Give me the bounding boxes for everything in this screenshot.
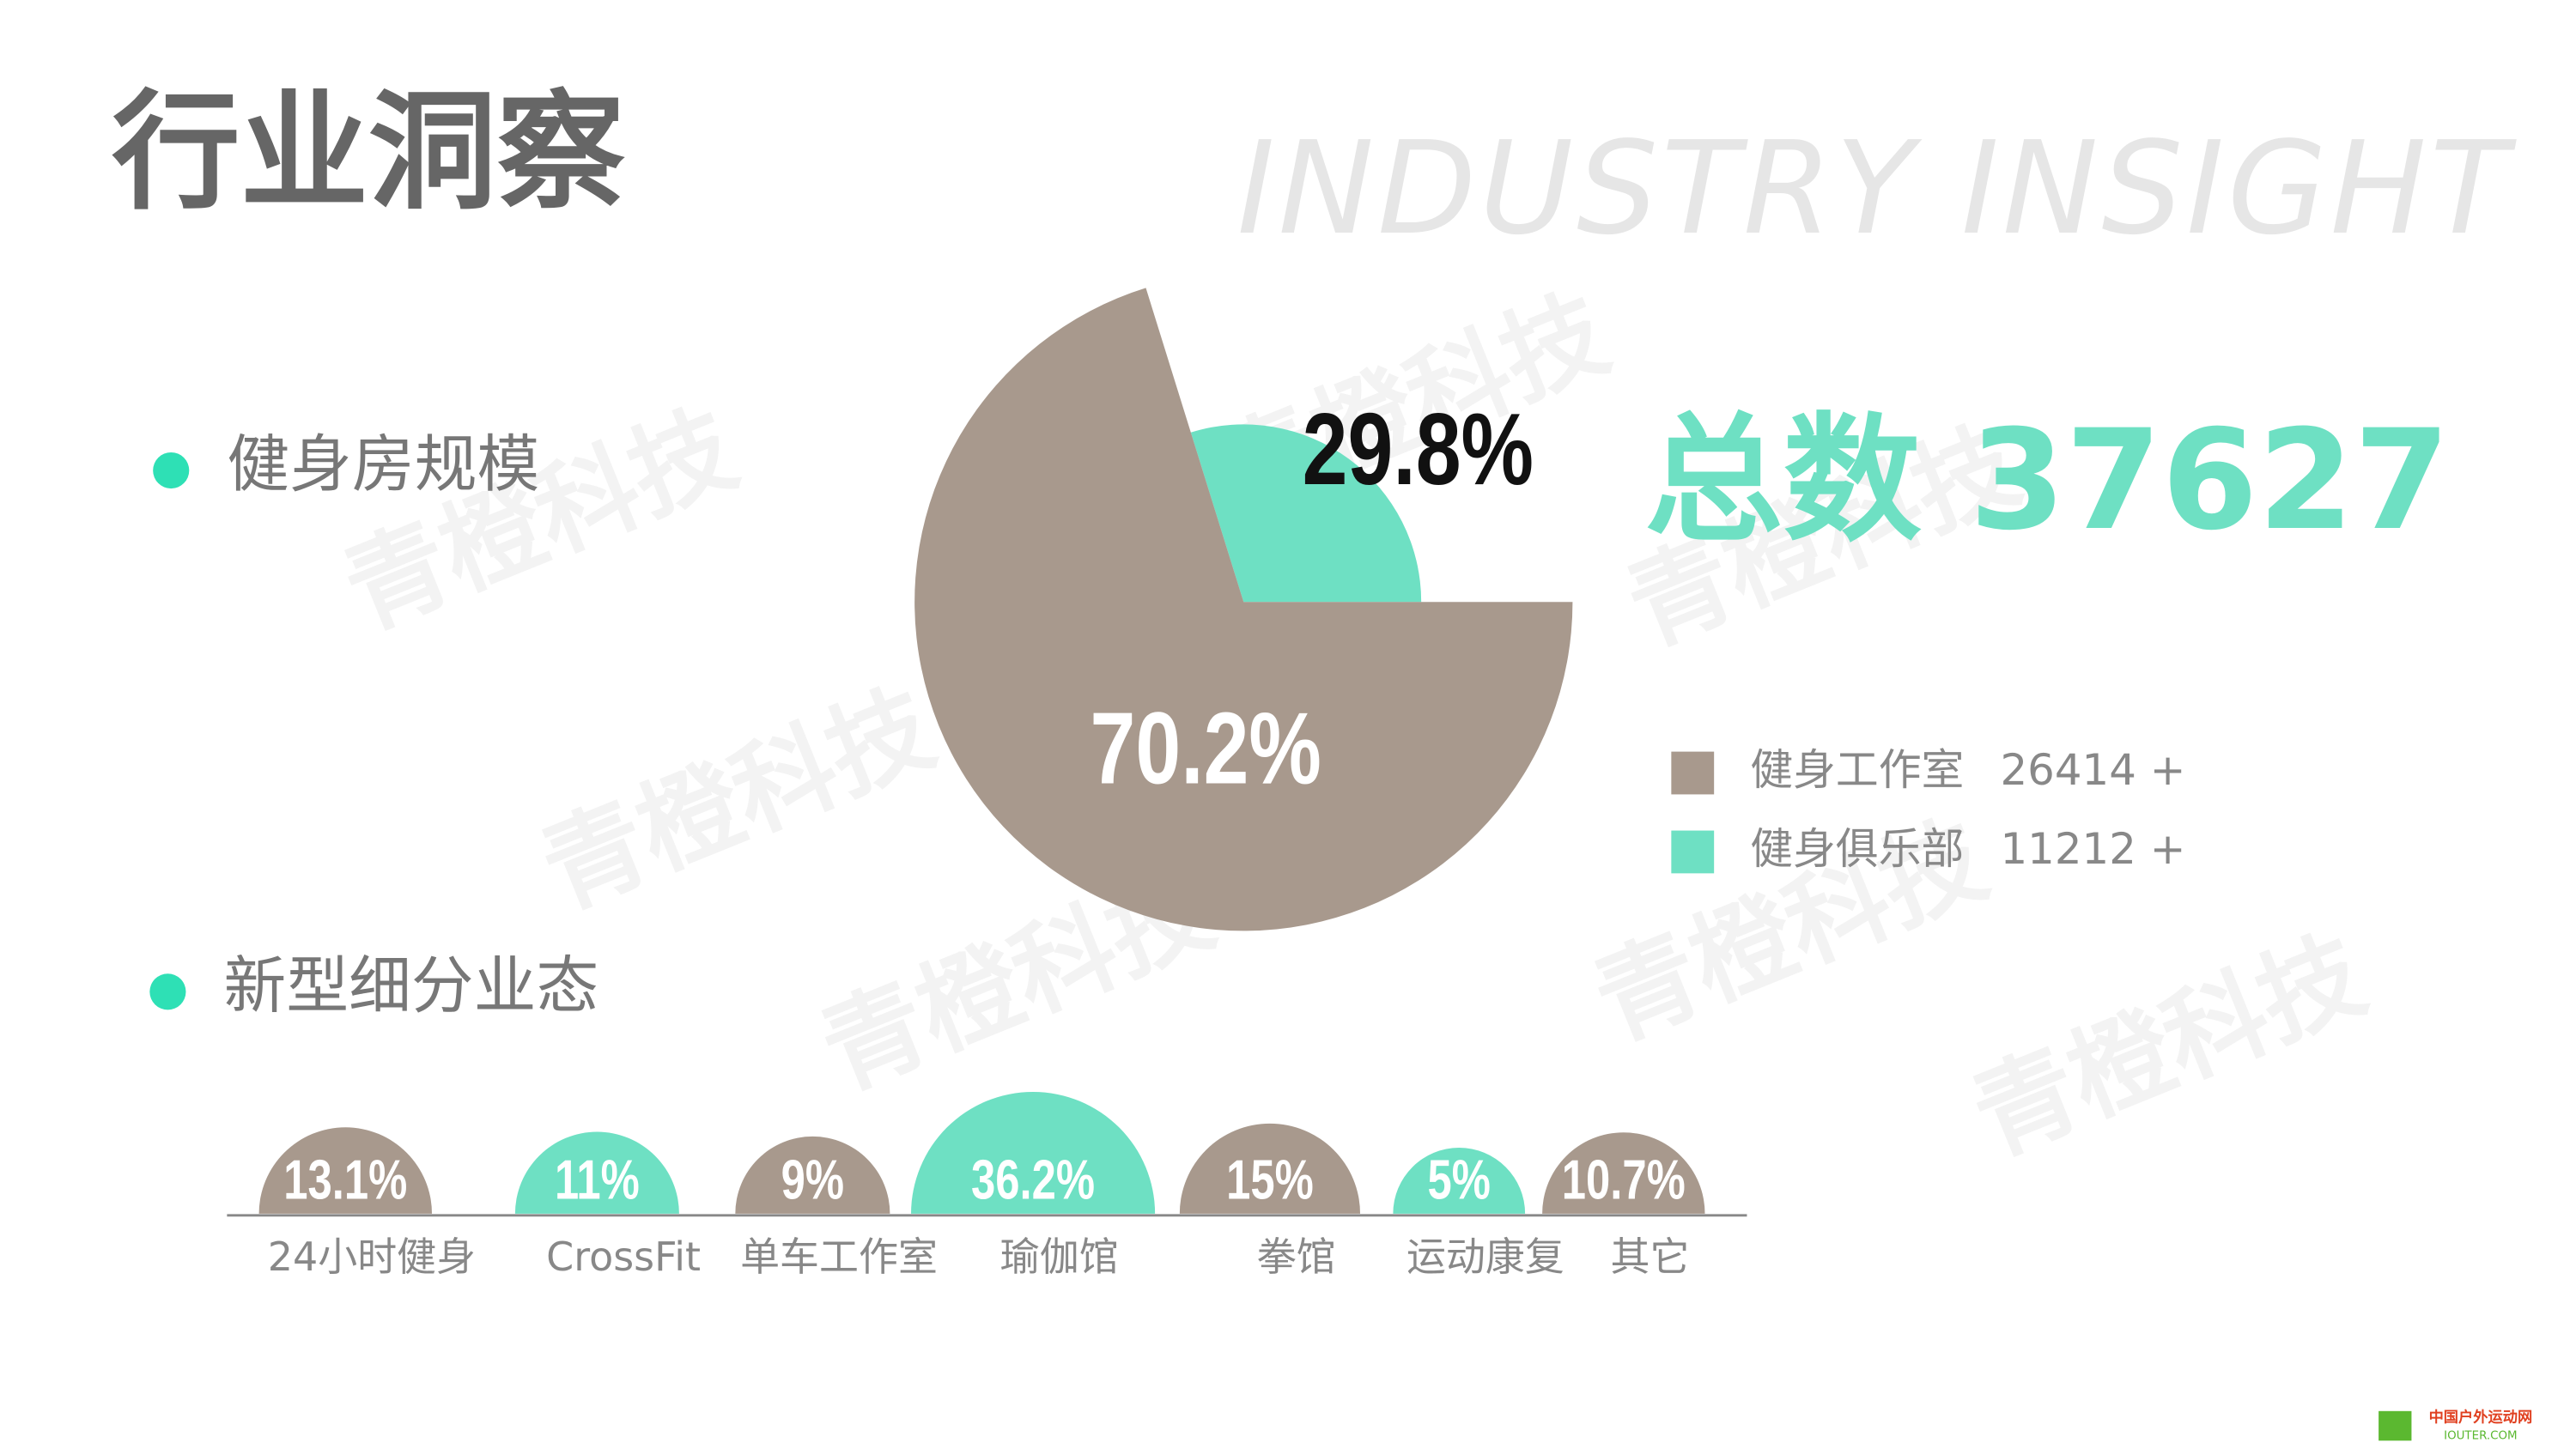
- pie-slice: [914, 288, 1573, 931]
- value-label: 13.1%: [283, 1149, 407, 1211]
- category-label: 单车工作室: [740, 1234, 938, 1280]
- pie-label: 29.8%: [1303, 392, 1534, 506]
- bullet: [153, 452, 190, 489]
- logo-name: 中国户外运动网: [2429, 1408, 2533, 1426]
- section-label: 新型细分业态: [224, 949, 599, 1022]
- watermark: 青橙科技: [1958, 915, 2380, 1178]
- semicircle: [258, 1127, 433, 1214]
- watermark: 青橙科技: [526, 669, 949, 931]
- category-label: CrossFit: [546, 1234, 701, 1280]
- semicircle: [1179, 1123, 1361, 1214]
- value-label: 9%: [781, 1149, 844, 1211]
- legend-count: 26414 +: [2001, 745, 2186, 795]
- legend-count: 11212 +: [2001, 824, 2186, 874]
- value-label: 11%: [555, 1149, 640, 1211]
- semicircle: [514, 1131, 679, 1214]
- value-label: 5%: [1428, 1149, 1491, 1211]
- pie-slice: [1190, 424, 1422, 603]
- legend-label: 健身俱乐部: [1750, 824, 1964, 874]
- logo-site: IOUTER.COM: [2444, 1430, 2517, 1443]
- total: 总数 37627: [1645, 400, 2451, 561]
- pie-label: 70.2%: [1091, 692, 1321, 806]
- value-label: 10.7%: [1562, 1149, 1686, 1211]
- value-label: 15%: [1226, 1149, 1314, 1211]
- logo-icon: [2379, 1410, 2412, 1441]
- semicircle: [911, 1091, 1156, 1214]
- category-label: 瑜伽馆: [1000, 1234, 1119, 1280]
- value-label: 36.2%: [971, 1149, 1095, 1211]
- semicircle: [1542, 1132, 1705, 1214]
- subtitle: INDUSTRY INSIGHT: [1237, 114, 2517, 264]
- category-label: 其它: [1610, 1234, 1689, 1280]
- semicircle: [1393, 1148, 1526, 1214]
- legend-label: 健身工作室: [1750, 745, 1964, 795]
- legend-swatch: [1671, 751, 1715, 795]
- category-label: 拳馆: [1257, 1234, 1336, 1280]
- title: 行业洞察: [112, 78, 625, 227]
- semicircle: [735, 1136, 890, 1214]
- bullet: [149, 973, 186, 1010]
- category-label: 24小时健身: [268, 1234, 476, 1280]
- section-label: 健身房规模: [227, 428, 539, 501]
- legend-swatch: [1671, 830, 1715, 874]
- category-label: 运动康复: [1406, 1234, 1564, 1280]
